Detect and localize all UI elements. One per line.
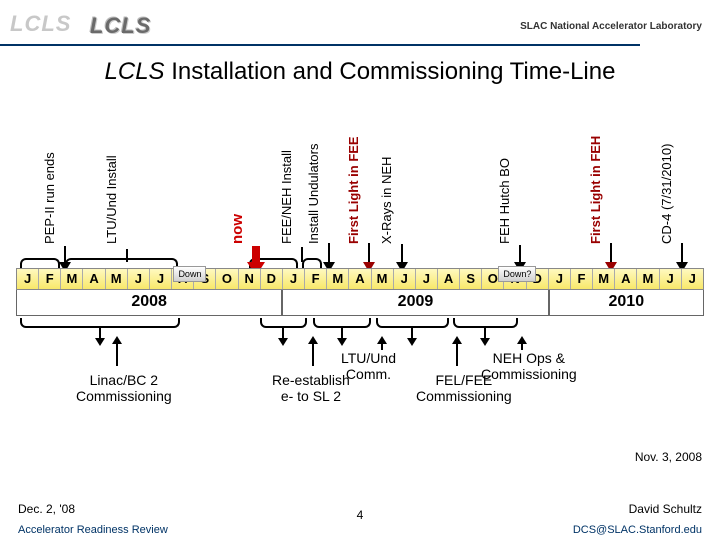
month-cell: J [128,269,150,289]
phase-labels: Linac/BC 2Commissioning Re-establishe- to… [16,350,704,450]
timeline: PEP-II run ends LTU/Und Install now FEE/NEH… [16,92,704,322]
footer-email: DCS@SLAC.Stanford.edu [573,524,702,536]
phase-label: Linac/BC 2Commissioning [76,372,172,404]
marker-stem [126,249,128,262]
month-cell: O [216,269,238,289]
year-segment: 2010 [549,290,704,316]
month-cell: D [261,269,283,289]
month-row: JFMAMJJASONDJFMAMJJASONDJFMAMJJ [16,268,704,290]
month-cell: N [239,269,261,289]
marker-stem [252,246,260,262]
footer-page: 4 [357,508,364,522]
year-segment: 2009Down? [282,290,548,316]
month-cell: M [637,269,659,289]
month-cell: M [327,269,349,289]
marker-stem [519,245,521,262]
month-cell: M [372,269,394,289]
month-cell: A [438,269,460,289]
month-cell: A [615,269,637,289]
markers: PEP-II run ends LTU/Und Install now FEE/NEH… [16,92,704,262]
marker-stem [301,247,303,262]
note-date: Nov. 3, 2008 [635,450,702,464]
phase-label: LTU/UndComm. [341,350,396,382]
year-segment: 2008Down [16,290,282,316]
phase-label: NEH Ops &Commissioning [481,350,577,382]
arrow-down-icon [95,338,105,346]
marker-label: now [229,214,246,244]
month-cell: M [593,269,615,289]
page-title: LCLS Installation and Commissioning Time… [0,58,720,86]
month-cell: J [394,269,416,289]
marker-stem [328,243,330,262]
month-cell: F [39,269,61,289]
footer: Dec. 2, '08 Accelerator Readiness Review… [0,498,720,540]
month-cell: J [682,269,703,289]
title-rest: Installation and Commissioning Time-Line [165,58,616,85]
marker-label: FEH Hutch BO [497,158,512,244]
month-cell: M [106,269,128,289]
arrow-down-icon [278,338,288,346]
marker-label: CD-4 (7/31/2010) [659,144,674,244]
month-cell: J [17,269,39,289]
arrow-up-icon [312,344,314,366]
brace-bottom [453,318,517,328]
phase-label: Re-establishe- to SL 2 [272,372,350,404]
month-cell: F [571,269,593,289]
arrow-down-icon [480,338,490,346]
marker-label: LTU/Und Install [104,155,119,244]
arrow-down-icon [407,338,417,346]
marker-label: Install Undulators [306,144,321,244]
brace-bottom [376,318,449,328]
marker-label: First Light in FEE [346,136,361,244]
lcls-logo: LCLS [10,13,151,39]
footer-author: David Schultz [629,502,702,516]
downtime-badge: Down? [498,266,536,282]
marker-stem [401,244,403,262]
lab-name: SLAC National Accelerator Laboratory [520,21,702,32]
month-cell: J [549,269,571,289]
bottom-braces [16,318,704,338]
brace-bottom [260,318,307,328]
footer-date: Dec. 2, '08 [18,502,75,516]
arrow-up-icon [456,344,458,366]
year-row: 2008Down2009Down?2010 [16,290,704,316]
marker-stem [64,246,66,262]
marker-label: X-Rays in NEH [379,157,394,244]
arrow-down-icon [337,338,347,346]
month-cell: J [416,269,438,289]
month-cell: J [283,269,305,289]
arrow-up-icon [116,344,118,366]
marker-stem [368,243,370,262]
brace-bottom [20,318,180,328]
month-cell: M [61,269,83,289]
month-cell: A [349,269,371,289]
marker-label: First Light in FEH [588,136,603,244]
downtime-badge: Down [173,266,206,282]
title-italic: LCLS [105,58,165,85]
marker-stem [610,243,612,262]
month-cell: F [305,269,327,289]
month-cell: A [83,269,105,289]
header: LCLS SLAC National Accelerator Laborator… [0,8,720,44]
footer-review: Accelerator Readiness Review [18,524,168,536]
month-cell: J [150,269,172,289]
month-cell: S [460,269,482,289]
header-rule [0,44,640,46]
marker-label: FEE/NEH Install [279,150,294,244]
month-cell: J [660,269,682,289]
brace-bottom [313,318,371,328]
marker-stem [681,243,683,262]
marker-label: PEP-II run ends [42,152,57,244]
